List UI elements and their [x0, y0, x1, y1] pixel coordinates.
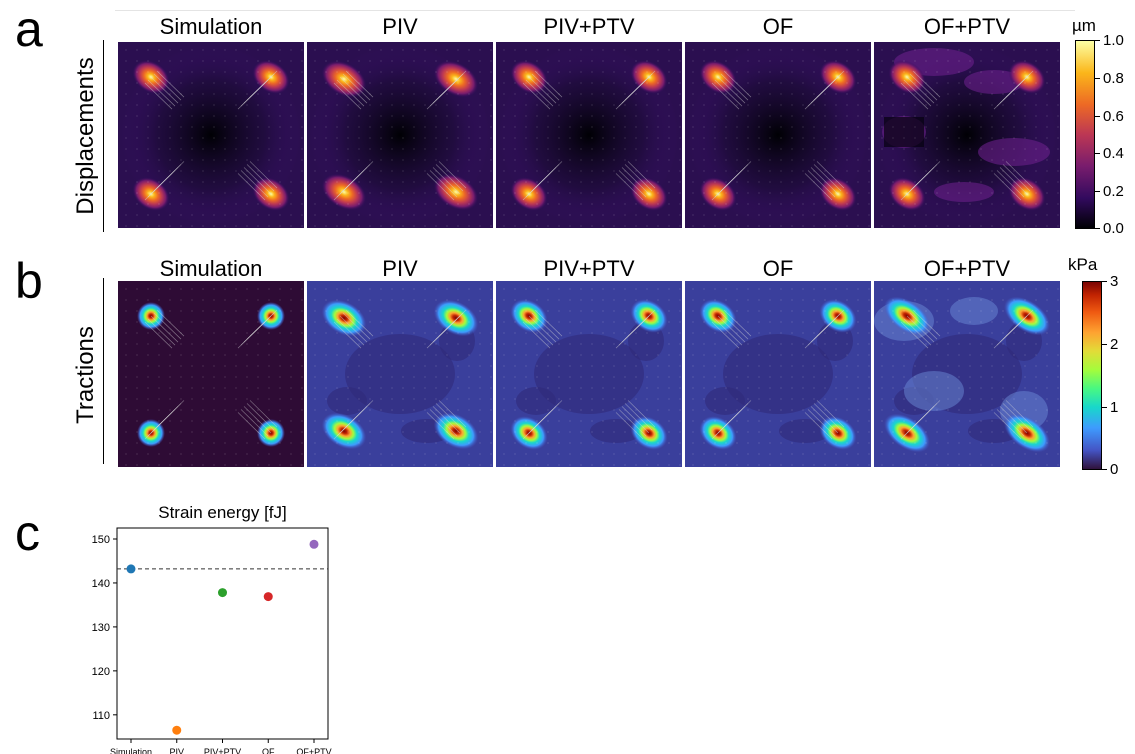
data-point-piv-ptv: [218, 588, 227, 598]
colorbar-tick-label: 0.2: [1103, 183, 1124, 200]
displacement-map-of-ptv: [874, 42, 1060, 228]
data-point-simulation: [126, 564, 136, 574]
colorbar-tickmark: [1095, 40, 1100, 41]
displacement-map-piv: [307, 42, 493, 228]
column-title-of-a: OF: [762, 14, 794, 39]
column-title-piv-ptv-b: PIV+PTV: [543, 256, 635, 281]
displacement-map-of: [685, 42, 871, 228]
displacement-map-simulation: [118, 42, 304, 228]
row-rule-displacements: [103, 40, 104, 232]
row-label-displacements: Displacements: [72, 57, 99, 215]
colorbar-tickmark: [1102, 407, 1107, 408]
traction-map-piv-ptv: [496, 281, 682, 467]
x-tick-label: PIV: [169, 747, 184, 754]
column-title-piv-b: PIV: [382, 256, 418, 281]
traction-map-simulation: [118, 281, 304, 467]
column-title-piv-a: PIV: [382, 14, 418, 39]
y-tick-label: 120: [92, 666, 110, 678]
chart-title: Strain energy [fJ]: [158, 503, 287, 522]
row-label-tractions: Tractions: [72, 326, 99, 424]
column-title-simulation-b: Simulation: [159, 256, 263, 281]
column-title-of-b: OF: [762, 256, 794, 281]
x-tick-label: Simulation: [110, 747, 152, 754]
colorbar-unit-traction: kPa: [1068, 255, 1098, 274]
colorbar-displacement: [1075, 40, 1095, 229]
panel-letter-c: c: [15, 505, 40, 561]
panel-letter-a: a: [15, 1, 43, 57]
colorbar-tickmark: [1095, 78, 1100, 79]
column-title-simulation-a: Simulation: [159, 14, 263, 39]
x-tick-label: OF+PTV: [296, 747, 331, 754]
colorbar-tickmark: [1095, 153, 1100, 154]
traction-map-of: [685, 281, 871, 467]
colorbar-unit-displacement: µm: [1072, 16, 1096, 35]
colorbar-tick-label: 1: [1110, 399, 1119, 416]
x-tick-label: PIV+PTV: [204, 747, 241, 754]
traction-map-piv: [307, 281, 493, 467]
colorbar-tickmark: [1102, 344, 1107, 345]
column-title-of-ptv-a: OF+PTV: [923, 14, 1011, 39]
row-rule-tractions: [103, 278, 104, 464]
colorbar-tick-label: 0: [1110, 461, 1119, 478]
y-tick-label: 140: [92, 578, 110, 590]
colorbar-tickmark: [1095, 116, 1100, 117]
colorbar-tick-label: 2: [1110, 336, 1119, 353]
displacement-map-piv-ptv: [496, 42, 682, 228]
colorbar-tick-label: 3: [1110, 273, 1119, 290]
colorbar-tick-label: 1.0: [1103, 32, 1124, 49]
column-title-piv-ptv-a: PIV+PTV: [543, 14, 635, 39]
y-tick-label: 110: [92, 710, 110, 722]
colorbar-tickmark: [1095, 191, 1100, 192]
colorbar-tickmark: [1102, 281, 1107, 282]
column-title-of-ptv-b: OF+PTV: [923, 256, 1011, 281]
panel-letter-b: b: [15, 253, 43, 309]
plot-frame: [116, 527, 329, 740]
colorbar-tick-label: 0.4: [1103, 145, 1124, 162]
traction-map-of-ptv: [874, 281, 1060, 467]
x-tick-label: OF: [262, 747, 275, 754]
colorbar-tickmark: [1102, 469, 1107, 470]
colorbar-tick-label: 0.0: [1103, 220, 1124, 237]
strain-energy-chart: Strain energy [fJ] 110 120 130 140 150 Simulat…: [92, 503, 332, 754]
colorbar-tick-label: 0.6: [1103, 108, 1124, 125]
top-divider: [115, 10, 1075, 11]
data-point-piv: [172, 725, 182, 735]
data-point-of-ptv: [309, 539, 319, 549]
colorbar-tickmark: [1095, 228, 1100, 229]
data-point-of: [263, 592, 273, 602]
colorbar-tick-label: 0.8: [1103, 70, 1124, 87]
y-tick-label: 130: [92, 622, 110, 634]
y-tick-label: 150: [92, 534, 110, 546]
colorbar-traction: [1082, 281, 1102, 470]
